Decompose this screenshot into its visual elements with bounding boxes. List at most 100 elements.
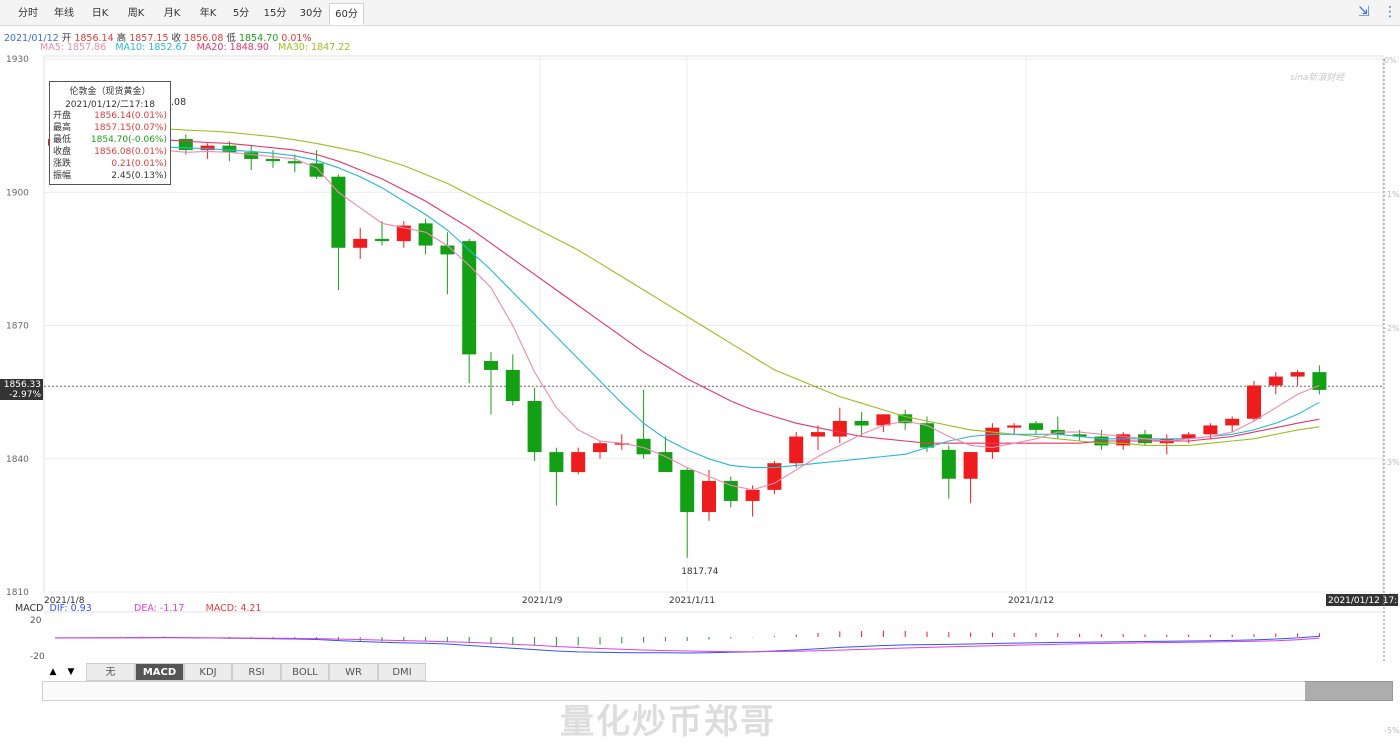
candle-body bbox=[658, 452, 673, 473]
info-low-label: 低 bbox=[226, 33, 236, 44]
candle bbox=[1312, 365, 1327, 395]
candle-body bbox=[920, 423, 934, 448]
sina-watermark-logo: sina新浪财经 bbox=[1290, 73, 1345, 83]
candle bbox=[527, 387, 542, 461]
tooltip-key: 开盘 bbox=[53, 111, 72, 121]
tooltip-key: 最高 bbox=[53, 123, 72, 133]
tooltip-row-amplitude: 振幅 2.45(0.13%) bbox=[53, 170, 169, 182]
tooltip-key: 最低 bbox=[53, 135, 72, 145]
tab-weekly-k[interactable]: 周K bbox=[127, 8, 145, 19]
candle-body bbox=[1312, 372, 1327, 390]
more-vert-icon[interactable]: ⋮ bbox=[1383, 4, 1397, 20]
macd-tick-label: 20 bbox=[30, 616, 42, 626]
tooltip-value: 0.21(0.01%) bbox=[111, 159, 167, 169]
indicator-tab-rsi[interactable]: RSI bbox=[232, 663, 281, 681]
tab-yearly-k[interactable]: 年K bbox=[199, 8, 217, 19]
candle-body bbox=[789, 436, 804, 464]
candle bbox=[985, 423, 1000, 459]
candle bbox=[396, 221, 411, 248]
candle bbox=[920, 416, 934, 453]
tab-5min[interactable]: 5分 bbox=[232, 8, 250, 19]
tab-15min[interactable]: 15分 bbox=[263, 8, 287, 19]
tab-timeline[interactable]: 分时 bbox=[18, 8, 38, 19]
indicator-tab-boll[interactable]: BOLL bbox=[281, 663, 329, 681]
ohlc-info-line: 2021/01/12 开 1856.14 高 1857.15 收 1856.08… bbox=[4, 30, 311, 44]
tab-60min[interactable]: 60分 bbox=[329, 3, 364, 25]
ma10-label: MA10: 1852.67 bbox=[115, 42, 188, 53]
tooltip-value: 2.45(0.13%) bbox=[111, 171, 167, 181]
info-close-label: 收 bbox=[171, 33, 182, 44]
y-tick-label: 1900 bbox=[6, 188, 29, 198]
candle bbox=[244, 145, 259, 171]
info-high: 1857.15 bbox=[129, 33, 169, 44]
candle bbox=[440, 232, 455, 295]
candle-body bbox=[1072, 434, 1087, 437]
x-date-label: 2021/1/11 bbox=[669, 596, 715, 606]
indicator-tab-dmi[interactable]: DMI bbox=[378, 663, 426, 681]
candle bbox=[1050, 416, 1065, 439]
indicator-tab-kdj[interactable]: KDJ bbox=[184, 663, 232, 681]
candle-body bbox=[1247, 385, 1261, 419]
tab-year-line[interactable]: 年线 bbox=[54, 8, 74, 19]
candle bbox=[854, 412, 869, 437]
y-tick-label: 1810 bbox=[6, 588, 29, 598]
x-current-time-bg bbox=[1326, 594, 1398, 606]
compress-icon[interactable]: ⇲ bbox=[1358, 4, 1370, 20]
candle-body bbox=[702, 480, 716, 513]
navigator-handle[interactable] bbox=[1305, 681, 1393, 701]
right-tick-label: -2% bbox=[1384, 324, 1400, 333]
x-date-label: 2021/1/9 bbox=[522, 596, 563, 606]
candle-body bbox=[222, 145, 237, 153]
right-tick-label: -1% bbox=[1384, 190, 1400, 199]
tooltip-row-close: 收盘 1856.08(0.01%) bbox=[53, 146, 169, 158]
candle-body bbox=[462, 241, 477, 355]
candle bbox=[702, 469, 716, 521]
scroll-down-arrow[interactable]: ▼ bbox=[67, 667, 75, 677]
info-date: 2021/01/12 bbox=[4, 33, 59, 44]
candle-body bbox=[549, 452, 564, 473]
current-price-pct: -2.97% bbox=[9, 390, 41, 400]
candle-body bbox=[680, 469, 695, 513]
tab-daily-k[interactable]: 日K bbox=[91, 8, 109, 19]
candle bbox=[1268, 372, 1283, 395]
ma5-label: MA5: 1857.86 bbox=[40, 42, 107, 53]
scroll-up-arrow[interactable]: ▲ bbox=[49, 667, 57, 677]
range-navigator[interactable] bbox=[42, 681, 1393, 701]
tooltip-value: 1856.14(0.01%) bbox=[94, 111, 167, 121]
footer-watermark: 量化炒币郑哥 bbox=[560, 702, 776, 742]
candle bbox=[811, 425, 825, 450]
candle-body bbox=[484, 361, 498, 370]
candle-body bbox=[244, 152, 259, 159]
candle-body bbox=[614, 443, 629, 445]
candle-body bbox=[505, 369, 520, 402]
ma-info-line: MA5: 1857.86 MA10: 1852.67 MA20: 1848.90… bbox=[40, 42, 350, 53]
candle bbox=[745, 485, 760, 517]
macd-tick-label: -20 bbox=[30, 652, 45, 662]
tab-30min[interactable]: 30分 bbox=[299, 8, 323, 19]
candle bbox=[178, 134, 193, 155]
x-date-label: 2021/1/12 bbox=[1008, 596, 1054, 606]
indicator-tab-macd[interactable]: MACD bbox=[135, 663, 184, 681]
candle bbox=[898, 409, 913, 430]
indicator-tab-none[interactable]: 无 bbox=[86, 663, 135, 681]
candle-body bbox=[745, 489, 760, 501]
macd-info-line: MACD DIF: 0.93 DEA: -1.17 MACD: 4.21 bbox=[15, 603, 261, 614]
candle-body bbox=[178, 138, 193, 151]
macd-value-label: MACD: 4.21 bbox=[205, 603, 262, 614]
ma10-line bbox=[55, 142, 1320, 469]
candle-body bbox=[287, 161, 302, 164]
candle-body bbox=[1290, 372, 1305, 377]
candle bbox=[941, 445, 956, 499]
candle bbox=[1007, 423, 1022, 435]
candle-body bbox=[418, 223, 433, 246]
candle bbox=[484, 352, 498, 415]
candle-body bbox=[1116, 434, 1131, 446]
right-tick-label: -5% bbox=[1384, 726, 1400, 735]
candle bbox=[571, 447, 586, 475]
indicator-tab-wr[interactable]: WR bbox=[329, 663, 378, 681]
candle-body bbox=[266, 158, 280, 162]
info-low: 1854.70 bbox=[238, 33, 279, 44]
candle-body bbox=[396, 225, 411, 242]
tab-monthly-k[interactable]: 月K bbox=[163, 8, 181, 19]
